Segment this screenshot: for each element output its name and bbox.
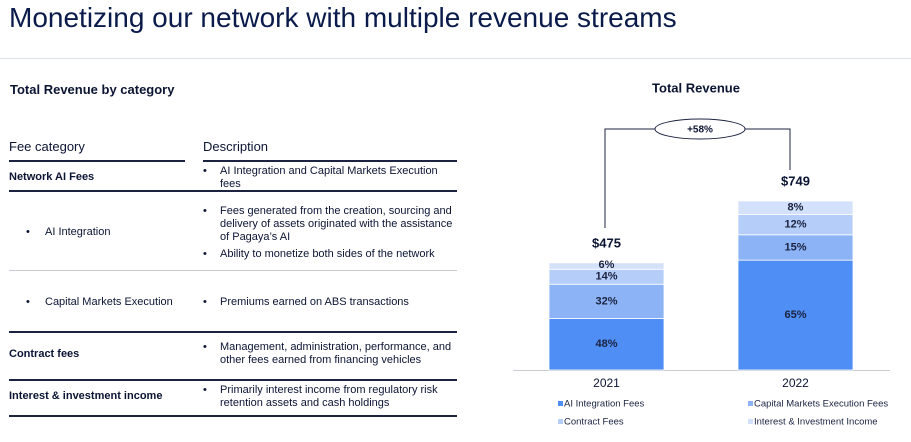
bar-segment [548, 318, 665, 371]
legend-marker [558, 401, 563, 406]
x-tick-label: 2021 [593, 376, 620, 390]
legend-marker [748, 419, 753, 424]
bullet: Premiums earned on ABS transactions [203, 296, 453, 309]
category: AI Integration [26, 226, 111, 238]
bar-segment [548, 262, 665, 270]
bar-segment [737, 259, 854, 371]
legend-label: AI Integration Fees [564, 399, 645, 410]
description: Fees generated from the creation, sourci… [203, 205, 453, 265]
data-label: 32% [595, 295, 617, 307]
description: Management, administration, performance,… [203, 341, 453, 371]
data-label: 48% [595, 338, 617, 350]
bracket [745, 128, 791, 170]
data-label: 8% [788, 202, 804, 214]
row-line [203, 160, 457, 162]
category-text: AI Integration [45, 226, 111, 238]
category: Capital Markets Execution [26, 296, 173, 308]
description: AI Integration and Capital Markets Execu… [203, 165, 453, 195]
bar-segment [737, 234, 854, 261]
bullet: Ability to monetize both sides of the ne… [203, 248, 453, 261]
bullet: AI Integration and Capital Markets Execu… [203, 165, 453, 191]
bullet: Management, administration, performance,… [203, 341, 453, 367]
category: Contract fees [9, 348, 80, 360]
row-line [9, 331, 457, 333]
column-header: Fee category [9, 139, 85, 154]
column-header: Description [203, 139, 269, 154]
legend-label: Capital Markets Execution Fees [754, 399, 888, 410]
legend-marker [748, 401, 753, 406]
data-label: 14% [595, 271, 617, 283]
bar-segment [737, 200, 854, 215]
row-line [9, 270, 457, 271]
row-line [9, 190, 457, 192]
row-line [9, 160, 185, 162]
x-tick-label: 2022 [782, 376, 809, 390]
category: Network AI Fees [9, 171, 95, 183]
data-label: 12% [784, 219, 806, 231]
row-line [9, 379, 457, 381]
bullet: Fees generated from the creation, sourci… [203, 205, 453, 244]
legend-marker [558, 419, 563, 424]
row-line [9, 415, 457, 417]
total-label: $749 [781, 173, 810, 188]
data-label: 6% [599, 259, 615, 271]
data-label: 65% [784, 309, 806, 321]
bar-segment [548, 283, 665, 319]
description: Premiums earned on ABS transactions [203, 296, 453, 313]
divider [0, 58, 911, 59]
slide-title: Monetizing our network with multiple rev… [9, 2, 677, 33]
category-text: Capital Markets Execution [45, 296, 173, 308]
data-label: 15% [784, 241, 806, 253]
bracket [604, 128, 655, 228]
bullet: Primarily interest income from regulator… [203, 384, 453, 410]
legend-label: Contract Fees [564, 417, 624, 428]
annotation: +58% [687, 125, 713, 136]
annotation-oval [654, 118, 746, 140]
total-label: $475 [592, 235, 621, 250]
legend-label: Interest & Investment Income [754, 417, 878, 428]
chart-title: Total Revenue [652, 80, 740, 95]
description: Primarily interest income from regulator… [203, 384, 453, 414]
category: Interest & investment income [9, 390, 163, 402]
section-title: Total Revenue by category [10, 82, 175, 97]
